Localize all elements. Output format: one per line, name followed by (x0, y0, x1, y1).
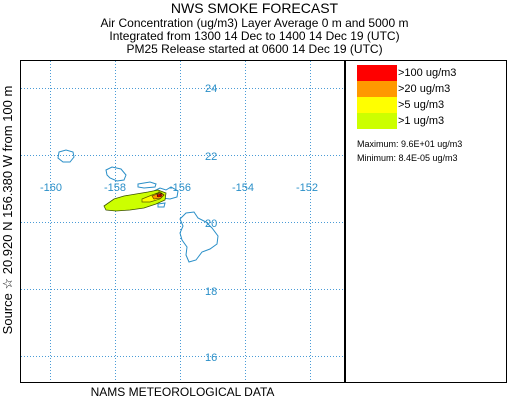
lat-label-24: 24 (205, 83, 217, 95)
page-title: NWS SMOKE FORECAST (170, 0, 339, 16)
legend-label-100: >100 ug/m3 (398, 67, 457, 79)
island-kauai (57, 149, 75, 163)
legend-maximum: Maximum: 9.6E+01 ug/m3 (357, 139, 463, 149)
subtitle-integration: Integrated from 1300 14 Dec to 1400 14 D… (109, 29, 400, 43)
graticule (21, 61, 344, 382)
lon-label-156: -156 (169, 182, 191, 194)
lat-label-22: 22 (205, 151, 217, 163)
map-frame (20, 60, 345, 383)
legend-swatch-100 (357, 65, 397, 81)
island-kahoolawe (157, 202, 166, 208)
footer-label: NAMS METEOROLOGICAL DATA (90, 385, 275, 399)
legend-swatch-5 (357, 97, 397, 113)
lat-label-16: 16 (205, 352, 217, 364)
lon-label-160: -160 (40, 182, 62, 194)
lat-label-18: 18 (205, 286, 217, 298)
source-label-text: Source ☆ 20.920 N 156.380 W from 100 m (0, 85, 15, 335)
island-molokai (137, 181, 157, 189)
lon-label-152: -152 (296, 182, 318, 194)
island-oahu (105, 166, 127, 182)
lat-label-20: 20 (205, 218, 217, 230)
smoke-plume (103, 189, 167, 212)
lon-label-158: -158 (104, 182, 126, 194)
legend-swatch-1 (357, 113, 397, 129)
plume-over-100 (156, 193, 163, 198)
legend-label-1: >1 ug/m3 (398, 115, 445, 127)
source-star-icon: ☆ (155, 190, 163, 200)
island-hawaii (179, 211, 219, 263)
legend-label-20: >20 ug/m3 (398, 83, 451, 95)
subtitle-release: PM25 Release started at 0600 14 Dec 19 (… (126, 42, 383, 56)
subtitle-layer: Air Concentration (ug/m3) Layer Average … (100, 16, 409, 30)
legend-label-5: >5 ug/m3 (398, 99, 445, 111)
legend: >100 ug/m3 >20 ug/m3 >5 ug/m3 >1 ug/m3 M… (345, 60, 507, 383)
legend-minimum: Minimum: 8.4E-05 ug/m3 (357, 153, 458, 163)
legend-swatch-20 (357, 81, 397, 97)
lon-label-154: -154 (232, 182, 254, 194)
